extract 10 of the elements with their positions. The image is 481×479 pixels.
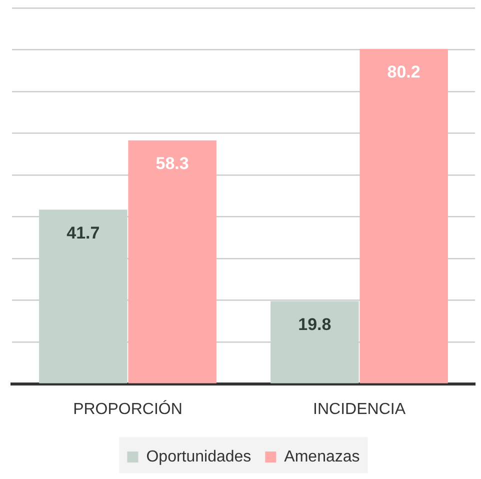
data-label: 80.2 [387, 62, 420, 82]
data-label: 58.3 [156, 154, 189, 174]
bar [360, 48, 448, 384]
data-label: 19.8 [298, 314, 332, 334]
bar [128, 140, 216, 384]
x-tick-label: PROPORCIÓN [73, 400, 182, 418]
legend-label: Amenazas [284, 448, 360, 466]
legend-label: Oportunidades [146, 448, 252, 466]
data-label: 41.7 [66, 223, 100, 242]
x-tick-label: INCIDENCIA [313, 400, 406, 418]
